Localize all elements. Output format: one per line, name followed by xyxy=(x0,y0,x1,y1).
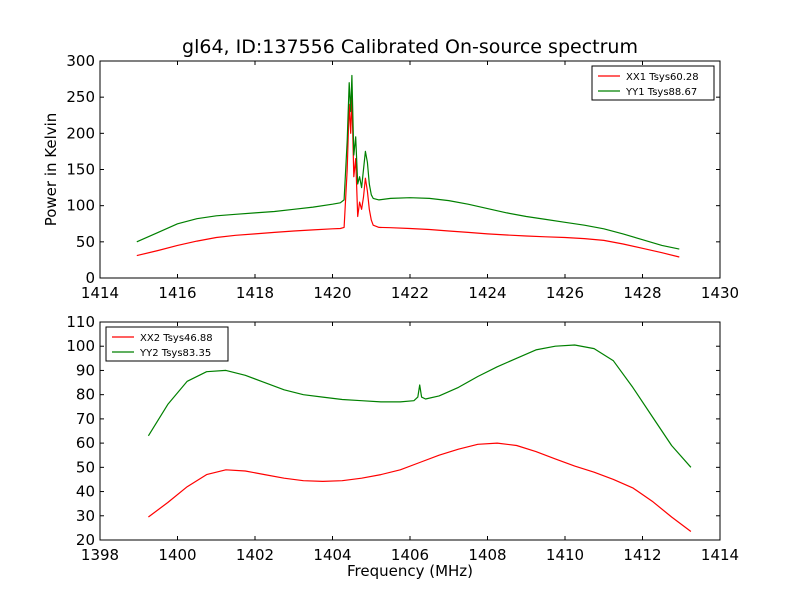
y-tick-label: 50 xyxy=(76,233,95,251)
x-axis-label: Frequency (MHz) xyxy=(347,562,473,580)
bottom-plot-area: 1398 1400 1402 1404 1406 1408 1410 1412 1414 20 30… xyxy=(66,313,739,580)
y-tick-label: 110 xyxy=(66,313,95,331)
y-tick-label: 70 xyxy=(76,410,95,428)
y-tick-label: 80 xyxy=(76,386,95,404)
chart-title: gl64, ID:137556 Calibrated On-source spe… xyxy=(182,36,638,58)
series-line-yy2 xyxy=(147,344,692,468)
y-axis-label: Power in Kelvin xyxy=(42,113,60,227)
legend-label: YY2 Tsys83.35 xyxy=(139,348,211,359)
x-tick-label: 1420 xyxy=(313,284,351,302)
legend: XX2 Tsys46.88 YY2 Tsys83.35 xyxy=(105,326,229,362)
y-tick-label: 20 xyxy=(76,531,95,549)
top-plot-area: 1414 1416 1418 1420 1422 1424 1426 1428 1430 0 50 1… xyxy=(42,52,739,302)
y-tick-label: 250 xyxy=(66,88,95,106)
legend-box xyxy=(105,326,229,362)
y-tick-label: 30 xyxy=(76,507,95,525)
y-tick-label: 300 xyxy=(66,52,95,70)
x-tick-label: 1410 xyxy=(546,546,584,564)
x-tick-label: 1406 xyxy=(391,546,429,564)
x-tick-label: 1400 xyxy=(158,546,196,564)
x-tick-label: 1404 xyxy=(313,546,351,564)
x-tick-label: 1424 xyxy=(468,284,506,302)
x-tick-label: 1422 xyxy=(391,284,429,302)
y-tick-label: 0 xyxy=(85,269,95,287)
y-tick-label: 150 xyxy=(66,161,95,179)
series-line-xx1 xyxy=(136,96,680,258)
legend-label: XX2 Tsys46.88 xyxy=(140,333,213,344)
y-tick-label: 60 xyxy=(76,434,95,452)
x-tick-label: 1398 xyxy=(81,546,119,564)
y-tick-label: 90 xyxy=(76,361,95,379)
x-tick-label: 1402 xyxy=(236,546,274,564)
legend-box xyxy=(591,65,715,101)
y-tick-label: 200 xyxy=(66,124,95,142)
y-tick-label: 100 xyxy=(66,337,95,355)
y-tick-label: 40 xyxy=(76,483,95,501)
legend: XX1 Tsys60.28 YY1 Tsys88.67 xyxy=(591,65,715,101)
x-tick-label: 1428 xyxy=(623,284,661,302)
series-line-xx2 xyxy=(148,442,692,532)
x-tick-label: 1412 xyxy=(623,546,661,564)
series-line-yy1 xyxy=(136,74,680,250)
x-tick-label: 1430 xyxy=(701,284,739,302)
x-tick-label: 1416 xyxy=(158,284,196,302)
y-tick-label: 100 xyxy=(66,197,95,215)
legend-label: XX1 Tsys60.28 xyxy=(626,72,699,83)
legend-label: YY1 Tsys88.67 xyxy=(625,87,697,98)
x-tick-label: 1418 xyxy=(236,284,274,302)
x-tick-label: 1426 xyxy=(546,284,584,302)
x-tick-label: 1408 xyxy=(468,546,506,564)
x-tick-label: 1414 xyxy=(81,284,119,302)
y-tick-label: 50 xyxy=(76,458,95,476)
x-tick-label: 1414 xyxy=(701,546,739,564)
